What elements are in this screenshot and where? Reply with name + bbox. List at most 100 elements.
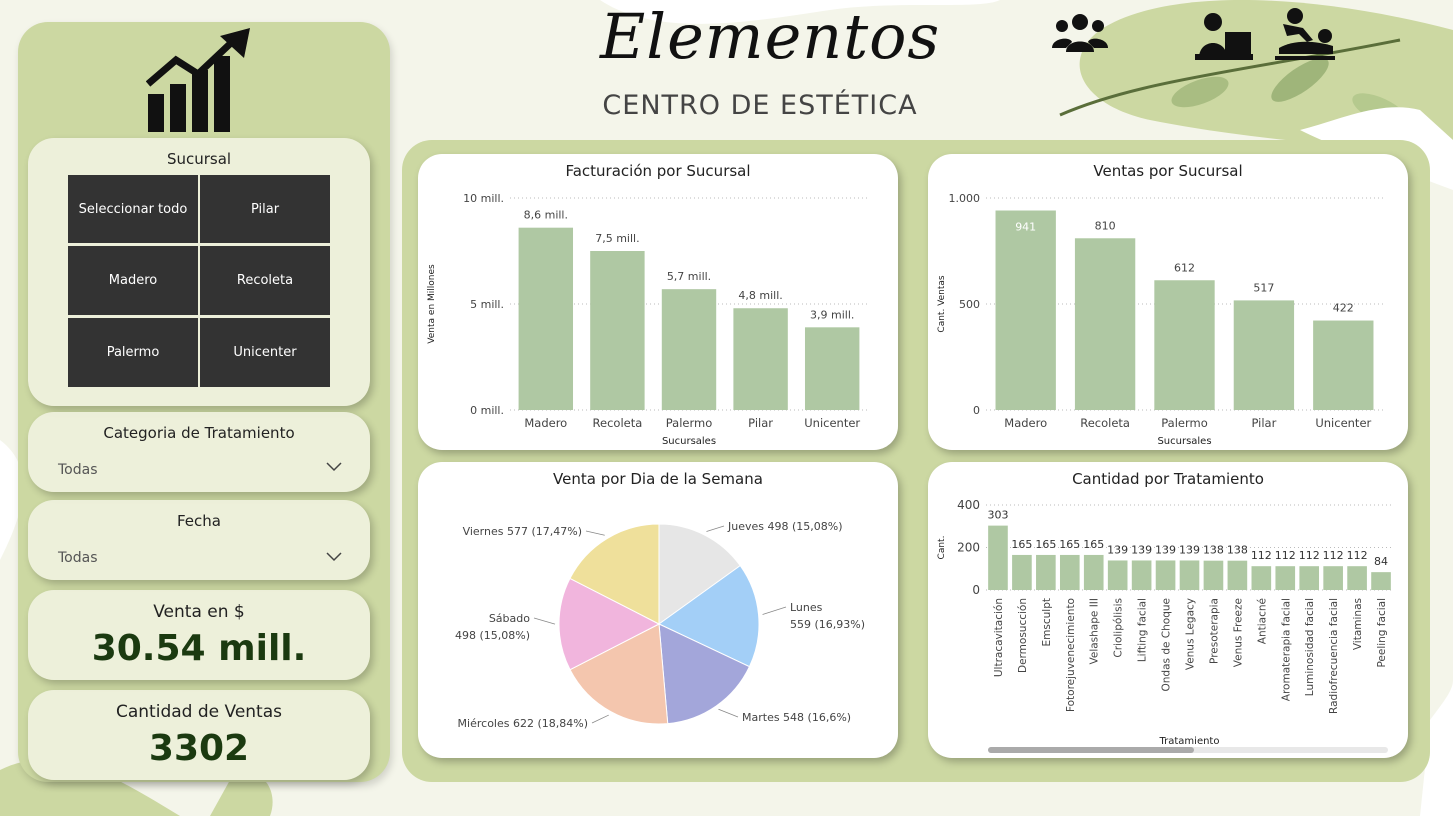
pie-leader-line: [718, 708, 739, 718]
slicer-option-pilar[interactable]: Pilar: [200, 175, 330, 243]
pie-slice: [558, 577, 661, 671]
left-filter-panel: Sucursal Seleccionar todo Pilar Madero R…: [18, 22, 390, 782]
x-tick-label: Pilar: [1251, 416, 1276, 430]
x-tick-label: Recoleta: [1080, 416, 1130, 430]
pie-label: Miércoles 622 (18,84%): [458, 717, 588, 730]
growth-chart-icon: [146, 28, 250, 132]
sucursal-slicer: Sucursal Seleccionar todo Pilar Madero R…: [28, 138, 370, 406]
x-tick-label: Pilar: [748, 416, 773, 430]
slicer-option-madero[interactable]: Madero: [68, 246, 198, 315]
data-label: 165: [1035, 538, 1056, 551]
people-group-icon: [1052, 14, 1108, 52]
kpi-venta-label: Venta en $: [153, 602, 245, 622]
bar: [804, 327, 860, 410]
pie-leader-line: [533, 617, 556, 625]
bar: [1371, 572, 1391, 590]
data-label: 112: [1251, 549, 1272, 562]
data-label: 165: [1059, 538, 1080, 551]
slicer-option-seleccionar-todo[interactable]: Seleccionar todo: [68, 175, 198, 243]
x-tick-label: Luminosidad facial: [1304, 598, 1316, 696]
x-tick-label: Unicenter: [1315, 416, 1371, 430]
x-tick-label: Palermo: [1161, 416, 1208, 430]
bar: [1299, 566, 1320, 590]
pie-slice: [658, 564, 760, 668]
bar: [1251, 566, 1272, 590]
fecha-dropdown-value[interactable]: Todas: [58, 550, 98, 566]
y-tick-label: 0: [973, 404, 980, 417]
bar: [661, 289, 717, 410]
bar: [1131, 560, 1152, 590]
data-label: 422: [1333, 302, 1354, 315]
x-tick-label: Ondas de Choque: [1161, 598, 1173, 691]
pie-label: 559 (16,93%): [790, 618, 865, 631]
y-tick-label: 0 mill.: [470, 404, 504, 417]
data-label: 3,9 mill.: [810, 308, 854, 321]
slicer-option-recoleta[interactable]: Recoleta: [200, 246, 330, 315]
x-axis-label: Sucursales: [662, 436, 716, 447]
x-tick-label: Madero: [1004, 416, 1047, 430]
fecha-dropdown[interactable]: Fecha Todas: [28, 500, 370, 580]
fecha-dropdown-title: Fecha: [177, 512, 221, 530]
bar: [1227, 560, 1248, 590]
chart-title: Facturación por Sucursal: [565, 162, 751, 180]
kpi-cantidad-value: 3302: [148, 728, 250, 769]
x-tick-label: Unicenter: [804, 416, 860, 430]
bar: [590, 251, 645, 410]
chart-dia-semana[interactable]: Venta por Dia de la Semana Jueves 498 (1…: [418, 462, 898, 758]
sucursal-slicer-title: Sucursal: [166, 150, 232, 168]
pie-label: 498 (15,08%): [455, 629, 530, 642]
chart-facturacion-plot: 0 mill. 5 mill. 10 mill. 8,6 mill. Madero 7,5…: [427, 192, 868, 447]
data-label: 941: [1015, 221, 1036, 234]
data-label: 139: [1107, 543, 1128, 556]
y-axis-label: Cant.: [937, 536, 947, 560]
data-label: 112: [1347, 549, 1368, 562]
data-label: 139: [1155, 543, 1176, 556]
data-label: 165: [1083, 538, 1104, 551]
chevron-down-icon[interactable]: [326, 552, 342, 562]
y-tick-label: 1.000: [949, 192, 981, 205]
y-tick-label: 500: [959, 298, 980, 311]
data-label: 138: [1203, 544, 1224, 557]
slicer-option-palermo[interactable]: Palermo: [68, 318, 198, 387]
pie-label: Martes 548 (16,6%): [742, 711, 851, 724]
chevron-down-icon[interactable]: [326, 462, 342, 472]
data-label: 612: [1174, 261, 1195, 274]
categoria-dropdown[interactable]: Categoria de Tratamiento Todas: [28, 412, 370, 492]
kpi-cantidad-card: Cantidad de Ventas 3302: [28, 690, 370, 780]
bar: [733, 308, 788, 410]
bar: [1074, 238, 1136, 410]
chart-ventas-plot: 0 500 1.000 941 Madero 810 Recoleta 612 Palermo 5…: [937, 192, 1383, 447]
categoria-dropdown-value[interactable]: Todas: [58, 462, 98, 478]
data-label: 7,5 mill.: [595, 232, 639, 245]
y-tick-label: 0: [972, 583, 980, 597]
chart-title: Cantidad por Tratamiento: [1072, 470, 1264, 488]
pie-leader-line: [591, 714, 609, 724]
kpi-venta-value: 30.54 mill.: [91, 628, 307, 669]
massage-icon: [1275, 8, 1335, 60]
slicer-option-unicenter[interactable]: Unicenter: [200, 318, 330, 387]
brand-title: Elementos: [600, 0, 941, 73]
data-label: 138: [1227, 544, 1248, 557]
pie-slice: [658, 523, 741, 625]
bar: [1154, 280, 1215, 410]
bar: [1203, 560, 1224, 590]
pie-leader-line: [706, 525, 725, 532]
pie-label: Lunes: [790, 601, 823, 614]
data-label: 4,8 mill.: [738, 289, 782, 302]
x-tick-label: Aromaterapia facial: [1280, 598, 1292, 701]
bar: [518, 227, 574, 410]
chart-facturacion[interactable]: Facturación por Sucursal 0 mill. 5 mill. 1…: [418, 154, 898, 450]
data-label: 8,6 mill.: [524, 209, 568, 222]
chart-tratamiento[interactable]: Cantidad por Tratamiento 0 200 400 303 Ultra…: [928, 462, 1408, 758]
data-label: 810: [1095, 219, 1116, 232]
chart-ventas[interactable]: Ventas por Sucursal 0 500 1.000 941 Madero 81…: [928, 154, 1408, 450]
y-tick-label: 400: [957, 498, 980, 512]
categoria-dropdown-title: Categoria de Tratamiento: [103, 424, 295, 442]
data-label: 112: [1323, 549, 1344, 562]
chart-title: Ventas por Sucursal: [1093, 162, 1243, 180]
bar: [995, 210, 1056, 410]
horizontal-scrollbar-thumb[interactable]: [988, 747, 1194, 753]
y-axis-label: Venta en Millones: [427, 264, 437, 344]
data-label: 139: [1179, 543, 1200, 556]
x-tick-label: Presoterapia: [1208, 598, 1220, 664]
